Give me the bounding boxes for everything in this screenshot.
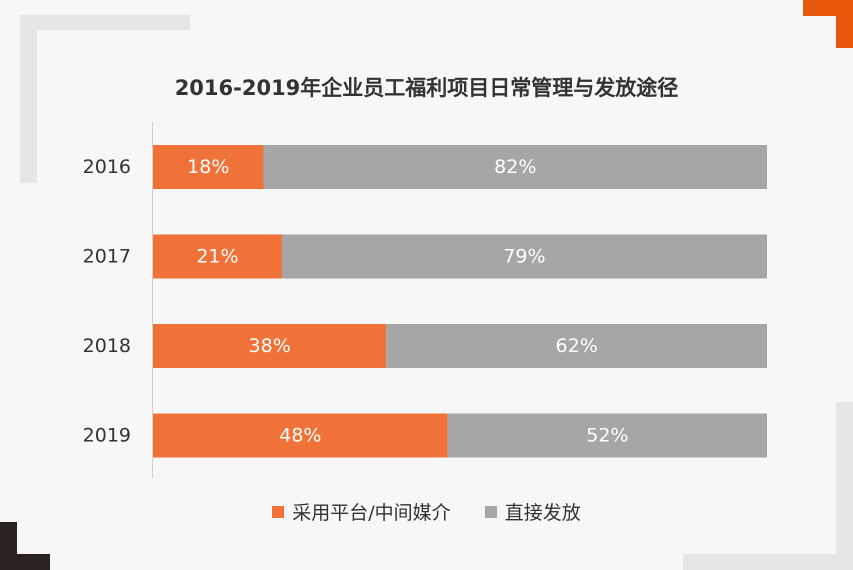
legend-label-direct: 直接发放 xyxy=(504,502,581,524)
legend-item-platform: 采用平台/中间媒介 xyxy=(272,498,451,525)
chart-title: 2016-2019年企业员工福利项目日常管理与发放途径 xyxy=(174,76,679,100)
legend-swatch-direct xyxy=(484,505,497,518)
chart-legend: 采用平台/中间媒介 直接发放 xyxy=(0,498,853,525)
data-label-platform-2018: 38% xyxy=(249,335,291,357)
legend-item-direct: 直接发放 xyxy=(484,498,581,525)
data-label-direct-2018: 62% xyxy=(556,335,598,357)
frame-corner-bottom-right-horizontal xyxy=(683,554,853,570)
bar-direct-2018 xyxy=(386,324,767,368)
frame-corner-top-left-vertical xyxy=(20,15,37,183)
data-label-platform-2019: 48% xyxy=(279,425,321,447)
y-tick-label-2019: 2019 xyxy=(83,425,131,447)
y-tick-label-2018: 2018 xyxy=(83,335,131,357)
data-label-platform-2017: 21% xyxy=(196,246,238,268)
data-label-direct-2017: 79% xyxy=(503,246,545,268)
accent-corner-top-right-vertical xyxy=(836,0,853,48)
legend-swatch-platform xyxy=(272,505,285,518)
frame-corner-top-left-horizontal xyxy=(20,15,190,30)
bar-platform-2019 xyxy=(153,413,448,458)
bar-direct-2017 xyxy=(281,234,767,279)
bar-platform-2018 xyxy=(153,324,387,368)
legend-label-platform: 采用平台/中间媒介 xyxy=(292,502,451,524)
frame-corner-bottom-right-vertical xyxy=(836,402,853,570)
data-label-direct-2019: 52% xyxy=(586,425,628,447)
y-tick-label-2016: 2016 xyxy=(83,156,131,178)
bar-direct-2019 xyxy=(447,413,767,458)
data-label-platform-2016: 18% xyxy=(187,156,229,178)
dark-corner-bottom-left-horizontal xyxy=(0,554,50,570)
bar-platform-2016 xyxy=(153,145,264,189)
bar-platform-2017 xyxy=(153,234,282,279)
bar-direct-2016 xyxy=(263,145,767,189)
y-tick-label-2017: 2017 xyxy=(83,246,131,268)
data-label-direct-2016: 82% xyxy=(494,156,536,178)
